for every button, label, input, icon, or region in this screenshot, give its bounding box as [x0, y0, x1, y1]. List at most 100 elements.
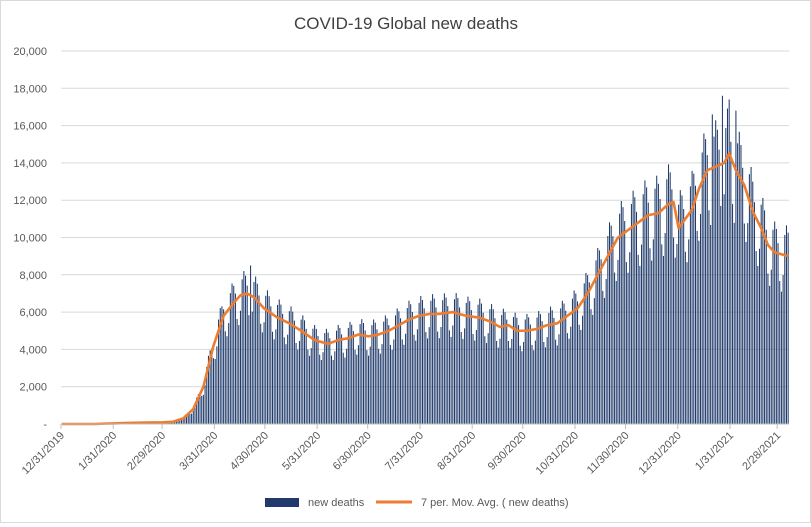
- bar: [347, 327, 349, 424]
- bar: [518, 325, 520, 424]
- bar: [723, 194, 725, 424]
- bar: [309, 355, 311, 424]
- bar: [521, 351, 523, 424]
- x-axis-ticks: 12/31/2019 1/31/2020 2/29/2020 3/31/2020 4/3…: [20, 424, 783, 477]
- bar: [324, 333, 326, 424]
- bar: [379, 353, 381, 424]
- x-tick-label: 5/31/2020: [280, 430, 323, 473]
- bar: [511, 338, 513, 424]
- bar: [661, 244, 663, 424]
- bar: [696, 230, 698, 424]
- bar: [721, 95, 723, 424]
- bar: [506, 319, 508, 424]
- bar: [246, 285, 248, 424]
- bar: [716, 129, 718, 425]
- bar: [206, 366, 208, 424]
- bar: [487, 333, 489, 424]
- bar: [443, 293, 445, 424]
- bar: [715, 120, 717, 424]
- bar: [528, 317, 530, 424]
- bar: [427, 338, 429, 424]
- bar: [523, 341, 525, 424]
- x-tick-label: 1/31/2020: [76, 430, 119, 473]
- bar: [398, 311, 400, 424]
- bar: [725, 128, 727, 424]
- bar: [196, 397, 198, 424]
- bar: [509, 347, 511, 424]
- bar: [475, 330, 477, 424]
- bar: [583, 283, 585, 424]
- bar: [201, 395, 203, 424]
- bar: [779, 281, 781, 424]
- bar: [582, 315, 584, 424]
- bar: [620, 200, 622, 424]
- bar: [416, 329, 418, 424]
- bar: [750, 166, 752, 424]
- bar: [598, 250, 600, 424]
- bar: [245, 275, 247, 424]
- y-tick-label: 12,000: [13, 195, 47, 207]
- bar: [187, 413, 189, 424]
- bar: [529, 324, 531, 424]
- bar: [180, 419, 183, 424]
- bar: [568, 338, 570, 424]
- bar: [384, 315, 386, 424]
- bar: [551, 310, 553, 424]
- bar: [470, 310, 472, 424]
- x-tick-label: 1/31/2021: [693, 430, 736, 473]
- bar: [580, 329, 582, 424]
- bar: [656, 175, 658, 424]
- bar: [236, 319, 238, 424]
- bar: [748, 174, 750, 424]
- bar: [683, 209, 685, 424]
- bar: [482, 312, 484, 424]
- bar: [352, 331, 354, 424]
- bar: [774, 221, 776, 424]
- y-tick-label: 16,000: [13, 121, 47, 133]
- bar: [619, 213, 621, 424]
- bar: [186, 414, 188, 424]
- bar: [300, 319, 302, 424]
- bar: [732, 203, 734, 424]
- bar: [209, 350, 211, 424]
- y-tick-label: 14,000: [13, 158, 47, 170]
- bar: [587, 275, 589, 424]
- bar: [261, 332, 263, 424]
- moving-average-series-line: [61, 152, 789, 426]
- bar: [453, 299, 456, 424]
- bar: [199, 392, 201, 424]
- bar: [571, 298, 573, 424]
- bar: [221, 306, 223, 424]
- bar: [298, 341, 300, 424]
- bar: [630, 203, 632, 424]
- bar: [600, 259, 602, 424]
- bar: [275, 329, 277, 424]
- bar: [747, 223, 749, 424]
- bar: [393, 339, 395, 424]
- bar: [711, 114, 713, 424]
- bar: [292, 311, 294, 424]
- bar: [740, 145, 742, 425]
- bar: [728, 99, 730, 425]
- bar: [420, 295, 422, 424]
- bar: [688, 239, 690, 424]
- bar: [241, 279, 243, 424]
- bar: [182, 417, 184, 424]
- bar: [270, 306, 272, 424]
- bar: [400, 318, 402, 424]
- bar: [288, 311, 290, 424]
- bar: [703, 133, 705, 424]
- bar: [649, 248, 651, 424]
- bar: [388, 325, 390, 424]
- x-tick-label: 2/29/2020: [125, 430, 168, 473]
- bar: [371, 325, 373, 424]
- bar: [504, 312, 506, 424]
- bar: [437, 331, 439, 424]
- bar: [378, 348, 380, 424]
- bar: [593, 298, 595, 424]
- bar: [501, 314, 503, 424]
- bar: [464, 328, 466, 424]
- bar: [374, 322, 376, 424]
- bar: [706, 155, 708, 424]
- bar: [238, 325, 240, 424]
